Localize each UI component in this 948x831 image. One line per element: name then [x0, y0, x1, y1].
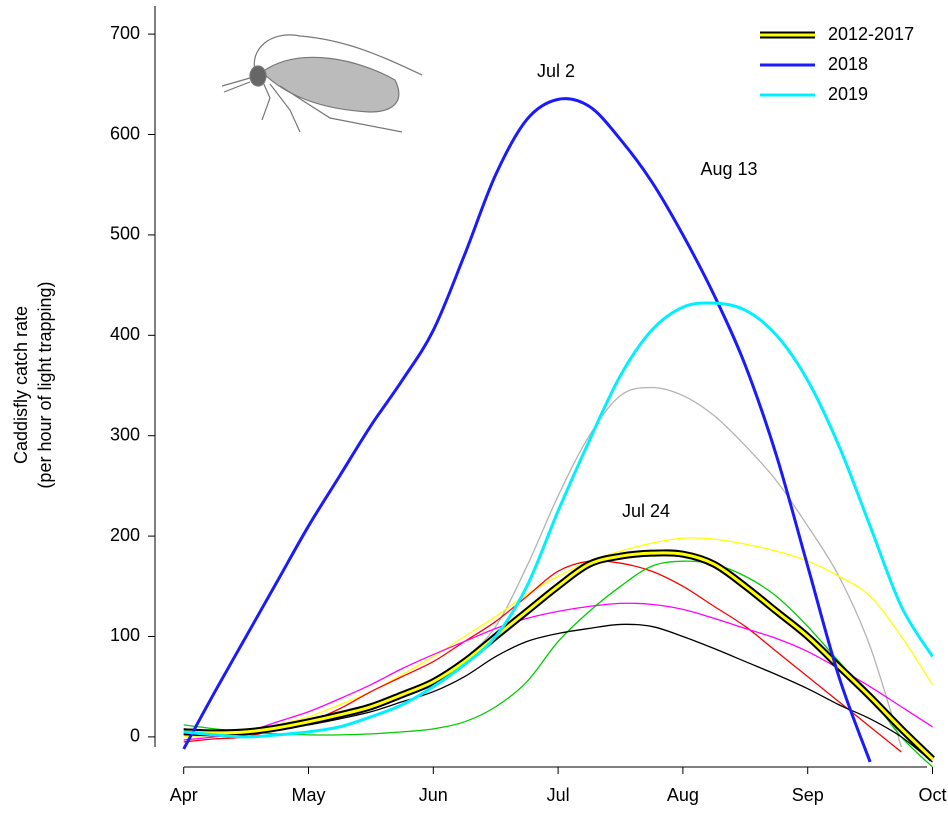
- y-axis-title: Caddisfly catch rate: [11, 306, 31, 464]
- y-tick-label: 200: [110, 525, 140, 545]
- y-tick-label: 400: [110, 324, 140, 344]
- annotation: Jul 24: [622, 501, 670, 521]
- series-line: [183, 551, 934, 761]
- x-tick-label: May: [291, 785, 325, 805]
- series-line: [182, 97, 872, 763]
- y-axis-title: (per hour of light trapping): [35, 281, 55, 488]
- y-tick-label: 700: [110, 23, 140, 43]
- legend-label: 2019: [828, 84, 868, 104]
- y-tick-label: 100: [110, 625, 140, 645]
- y-tick-label: 300: [110, 424, 140, 444]
- series-line: [183, 560, 933, 767]
- insect-illustration: [221, 34, 423, 133]
- y-tick-label: 0: [130, 726, 140, 746]
- y-tick-label: 600: [110, 123, 140, 143]
- series-outline: [183, 549, 935, 762]
- x-tick-label: Jul: [547, 785, 570, 805]
- annotation: Jul 2: [537, 61, 575, 81]
- y-tick-label: 500: [110, 224, 140, 244]
- series-line: [183, 602, 933, 741]
- legend-label: 2012-2017: [828, 24, 914, 44]
- series-line: [183, 386, 902, 748]
- legend-label: 2018: [828, 54, 868, 74]
- x-tick-label: Sep: [792, 785, 824, 805]
- x-tick-label: Aug: [667, 785, 699, 805]
- x-tick-label: Oct: [918, 785, 946, 805]
- series-line: [183, 537, 934, 738]
- x-tick-label: Apr: [170, 785, 198, 805]
- plot-area: [182, 97, 935, 767]
- x-tick-label: Jun: [419, 785, 448, 805]
- series-line: [183, 301, 934, 739]
- annotation: Aug 13: [700, 159, 757, 179]
